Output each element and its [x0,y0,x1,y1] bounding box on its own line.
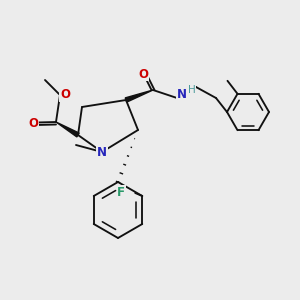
Text: O: O [60,88,70,101]
Text: N: N [177,88,187,101]
Text: H: H [188,85,196,95]
Text: O: O [28,117,38,130]
Text: N: N [97,146,107,158]
Polygon shape [56,122,79,137]
Text: O: O [138,68,148,80]
Text: F: F [117,185,125,199]
Polygon shape [125,90,153,102]
